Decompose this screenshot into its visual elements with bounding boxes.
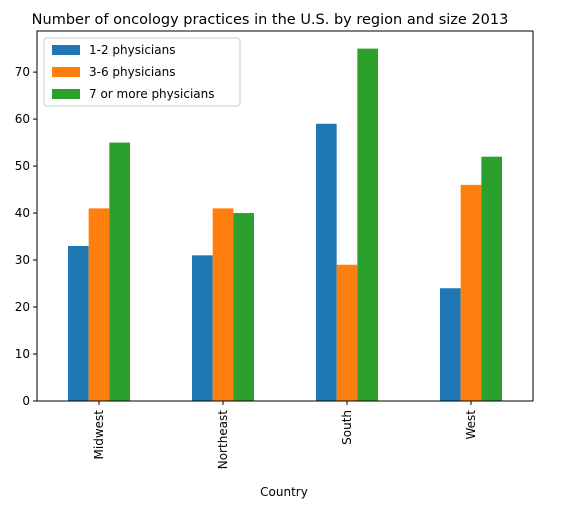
legend-swatch <box>52 89 80 99</box>
x-tick-label: West <box>464 410 478 440</box>
legend-swatch <box>52 45 80 55</box>
y-tick-label: 50 <box>15 159 30 173</box>
legend-label: 1-2 physicians <box>89 43 175 57</box>
y-tick-label: 10 <box>15 347 30 361</box>
bar-south-series-2 <box>336 264 358 401</box>
bar-northeast-series-2 <box>212 208 234 401</box>
y-tick-label: 40 <box>15 206 30 220</box>
bar-northeast-series-1 <box>192 255 213 401</box>
y-tick-label: 0 <box>22 394 30 408</box>
legend-box <box>43 37 241 107</box>
bar-west-series-2 <box>460 184 482 401</box>
x-tick-label: Northeast <box>216 410 230 470</box>
bar-west-series-1 <box>440 288 461 401</box>
y-tick-label: 70 <box>15 65 30 79</box>
bar-midwest-series-3 <box>109 142 130 402</box>
x-axis: Midwest Northeast South West <box>92 401 478 469</box>
bars-group <box>68 48 502 402</box>
legend-label: 3-6 physicians <box>89 65 175 79</box>
bar-south-series-1 <box>316 123 337 402</box>
bar-northeast-series-3 <box>233 213 254 401</box>
y-tick-label: 20 <box>15 300 30 314</box>
bar-west-series-3 <box>481 156 502 401</box>
y-tick-label: 60 <box>15 112 30 126</box>
plot-area-frame <box>36 30 534 402</box>
x-tick-label: Midwest <box>92 410 106 460</box>
x-axis-label: Country <box>260 485 308 499</box>
chart-title: Number of oncology practices in the U.S.… <box>32 12 509 28</box>
legend: 1-2 physicians 3-6 physicians 7 or more ph… <box>43 37 241 107</box>
legend-swatch <box>52 67 80 77</box>
bar-midwest-series-2 <box>88 208 110 401</box>
bar-south-series-3 <box>357 48 378 401</box>
y-tick-label: 30 <box>15 253 30 267</box>
y-axis: 0 10 20 30 40 50 60 70 <box>15 65 37 408</box>
bar-midwest-series-1 <box>68 245 89 401</box>
x-tick-label: South <box>340 410 354 445</box>
legend-label: 7 or more physicians <box>89 87 215 101</box>
